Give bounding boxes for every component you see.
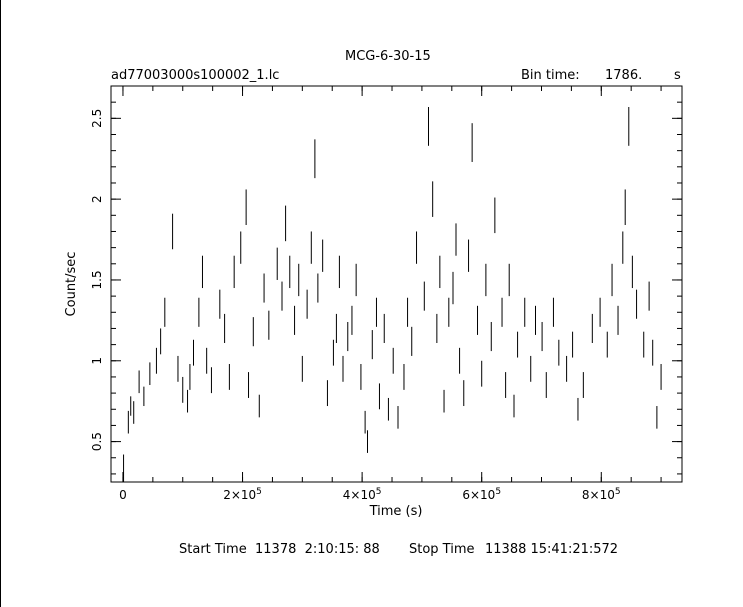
x-tick-label: 6×105 [462, 487, 501, 502]
y-tick-label: 2.5 [90, 109, 104, 128]
y-axis-label: Count/sec [64, 252, 79, 317]
x-axis-label: Time (s) [369, 504, 423, 519]
x-tick-label: 4×105 [343, 487, 382, 502]
x-tick-label: 0 [119, 488, 127, 502]
y-tick-label: 1.5 [90, 270, 104, 289]
y-tick-label: 2 [90, 195, 104, 203]
lightcurve-filename: ad77003000s100002_1.lc [111, 68, 280, 83]
minor-ticks [111, 86, 682, 482]
start-time-label: Start Time [179, 542, 247, 557]
error-bar-series [123, 107, 662, 482]
x-tick-label: 8×105 [582, 487, 621, 502]
stop-time-label: Stop Time [409, 542, 475, 557]
bin-time-value: 1786. [605, 68, 643, 83]
stop-time-value: 11388 15:41:21:572 [485, 542, 619, 557]
start-time-value: 11378 2:10:15: 88 [255, 542, 380, 557]
window-left-border [0, 0, 1, 607]
chart-title: MCG-6-30-15 [345, 49, 431, 64]
tick-labels: 0 2×105 4×105 6×105 8×105 0.5 1 1.5 2 2.5 [90, 109, 621, 502]
plot-frame [110, 85, 683, 483]
major-ticks [111, 86, 682, 482]
x-tick-label: 2×105 [223, 487, 262, 502]
bin-time-unit: s [674, 68, 681, 83]
y-tick-label: 1 [90, 357, 104, 365]
bin-time-label: Bin time: [521, 68, 580, 83]
y-tick-label: 0.5 [90, 432, 104, 451]
